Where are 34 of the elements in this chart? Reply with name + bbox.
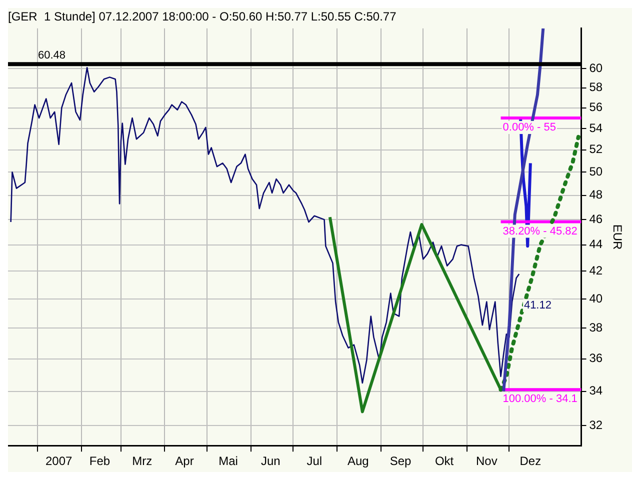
x-tick-label: Sep: [390, 454, 412, 468]
annotation: 100.00% - 34.1: [502, 393, 578, 406]
annotation: 38.20% - 45.82: [502, 225, 578, 238]
y-tick-label: 48: [589, 188, 603, 202]
chart-title: [GER 1 Stunde] 07.12.2007 18:00:00 - O:50.60 H:50.77 L:50.55 C:50.77: [8, 10, 397, 24]
y-tick-label: 46: [589, 212, 603, 226]
y-tick-label: 52: [589, 142, 603, 156]
x-tick-label: Mrz: [132, 454, 152, 468]
y-tick-label: 56: [589, 100, 603, 114]
x-tick-label: Dez: [520, 454, 542, 468]
y-tick-label: 38: [589, 320, 603, 334]
y-tick-label: 50: [589, 164, 603, 178]
x-tick-label: Mai: [218, 454, 238, 468]
ref-line-label: 60.48: [38, 50, 66, 62]
x-tick-label: Jun: [260, 454, 280, 468]
y-tick-label: 42: [589, 264, 603, 278]
annotation: 41.12: [524, 300, 552, 312]
annotation: 0.00% - 55: [502, 122, 556, 134]
y-tick-label: 40: [589, 291, 603, 306]
y-tick-label: 58: [589, 80, 603, 94]
x-tick-label: Okt: [434, 454, 454, 468]
x-tick-label: Feb: [89, 454, 110, 468]
x-tick-label: Jul: [306, 454, 322, 468]
x-tick-label: Apr: [175, 454, 194, 468]
y-tick-label: 44: [589, 237, 603, 252]
y-tick-label: 36: [589, 351, 603, 366]
x-tick-label: Aug: [347, 454, 369, 468]
x-tick-label: 2007: [45, 454, 72, 468]
y-tick-label: 54: [589, 120, 603, 135]
y-tick-label: 34: [589, 384, 603, 398]
x-tick-label: Nov: [476, 454, 498, 468]
y-tick-label: 60: [589, 60, 603, 75]
y-tick-label: 32: [589, 418, 603, 432]
y-axis-title: EUR: [610, 224, 624, 250]
